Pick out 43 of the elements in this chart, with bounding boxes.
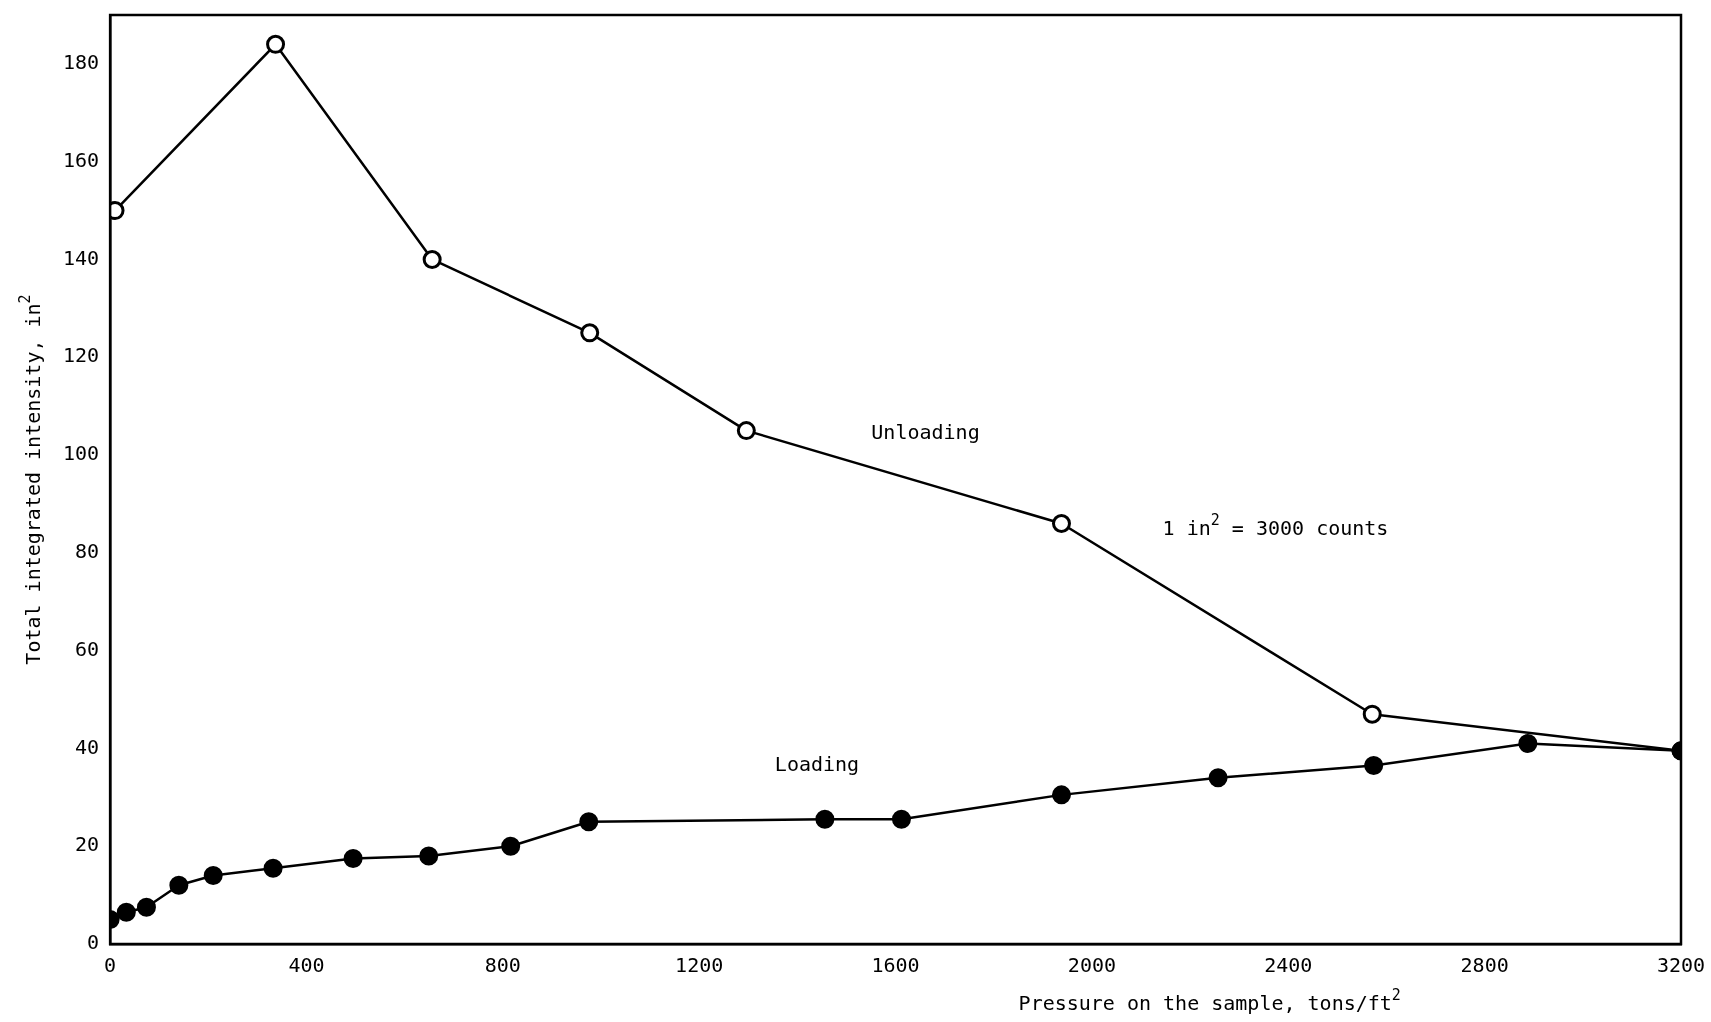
point [736,421,756,441]
point [1208,768,1228,788]
x-tick-label: 2000 [1067,953,1117,978]
y-tick-label: 100 [63,441,100,466]
point [891,809,911,829]
point [1051,514,1071,534]
point [136,897,156,917]
point [419,846,439,866]
point [580,323,600,343]
y-tick-label: 180 [63,50,100,75]
point [815,809,835,829]
point [1518,734,1538,754]
point [579,812,599,832]
y-axis-title: Total integrated intensity, in2 [16,294,45,665]
y-tick-label: 160 [63,147,100,172]
point [203,866,223,886]
x-tick-label: 400 [288,953,325,978]
y-tick-label: 40 [75,734,100,759]
y-tick-label: 140 [63,245,100,270]
x-tick-label: 0 [104,953,117,978]
x-tick-label: 1200 [675,953,724,978]
point [1051,785,1071,805]
series-label: Unloading [871,419,980,444]
point [422,249,442,269]
y-tick-label: 0 [87,930,100,955]
text: Loading [774,752,860,777]
y-tick-label: 80 [75,539,100,564]
point [343,848,363,868]
point [1362,704,1382,724]
x-tick-label: 2800 [1460,953,1509,978]
point [263,858,283,878]
x-tick-label: 2400 [1264,953,1313,978]
y-tick-label: 120 [63,343,100,368]
point [501,836,521,856]
point [1364,756,1384,776]
x-tick-label: 3200 [1656,953,1706,978]
point [266,34,286,54]
point [169,875,189,895]
y-tick-label: 20 [75,832,100,857]
x-tick-label: 1600 [871,953,920,978]
point [116,902,136,922]
x-tick-label: 800 [484,953,521,978]
y-tick-label: 60 [75,636,100,661]
